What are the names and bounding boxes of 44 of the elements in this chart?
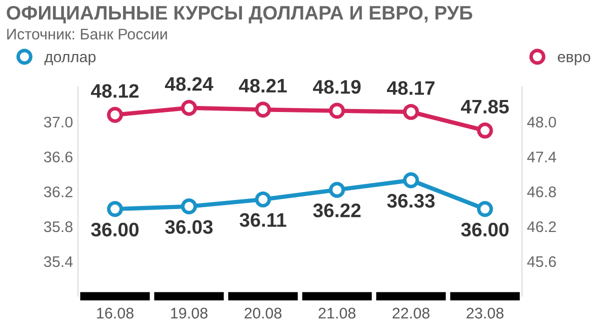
y2-tick-label: 46.2: [527, 221, 556, 232]
point: [329, 102, 345, 119]
x-tick-label: 19.08: [171, 308, 208, 319]
point: [255, 191, 271, 208]
data-label: 48.19: [312, 80, 361, 94]
data-label: 48.21: [238, 78, 287, 93]
data-label: 48.17: [386, 81, 434, 95]
data-label: 36.00: [91, 222, 139, 236]
point: [107, 201, 123, 218]
data-label: 36.00: [461, 222, 509, 236]
y-tick-label: 37.0: [44, 116, 73, 128]
x-tick-label: 20.08: [244, 308, 282, 319]
data-label: 48.12: [90, 84, 139, 98]
point: [329, 182, 345, 198]
point: [477, 201, 493, 218]
chart-subtitle: Источник: Банк России: [7, 28, 167, 40]
x-tick-label: 22.08: [392, 308, 430, 319]
y-tick-label: 35.8: [44, 221, 72, 232]
data-label: 36.03: [165, 220, 213, 234]
chart-title: ОФИЦИАЛЬНЫЕ КУРСЫ ДОЛЛАРА И ЕВРО, РУБ: [6, 6, 472, 24]
point: [403, 104, 419, 120]
point: [181, 198, 197, 214]
y2-tick-label: 48.0: [527, 116, 556, 128]
y-tick-label: 35.4: [44, 256, 73, 268]
y2-tick-label: 45.6: [527, 256, 556, 268]
y-tick-label: 36.2: [44, 186, 72, 198]
x-tick-label: 16.08: [97, 308, 134, 319]
y2-tick-label: 47.4: [527, 152, 556, 162]
point: [107, 106, 123, 123]
data-label: 36.22: [313, 204, 361, 218]
legend-label: доллар: [44, 54, 96, 66]
y-tick-label: 36.6: [44, 152, 72, 162]
x-tick-label: 23.08: [466, 308, 504, 319]
point: [255, 102, 271, 118]
point: [181, 100, 197, 116]
y2-tick-label: 46.8: [527, 186, 556, 198]
point: [477, 122, 493, 139]
data-label: 48.24: [164, 77, 214, 91]
data-label: 36.11: [240, 213, 286, 227]
data-label: 47.85: [460, 100, 509, 114]
data-label: 36.33: [387, 194, 435, 208]
x-tick-label: 21.08: [318, 308, 356, 319]
point: [403, 172, 419, 188]
legend-label: евро: [558, 54, 590, 66]
